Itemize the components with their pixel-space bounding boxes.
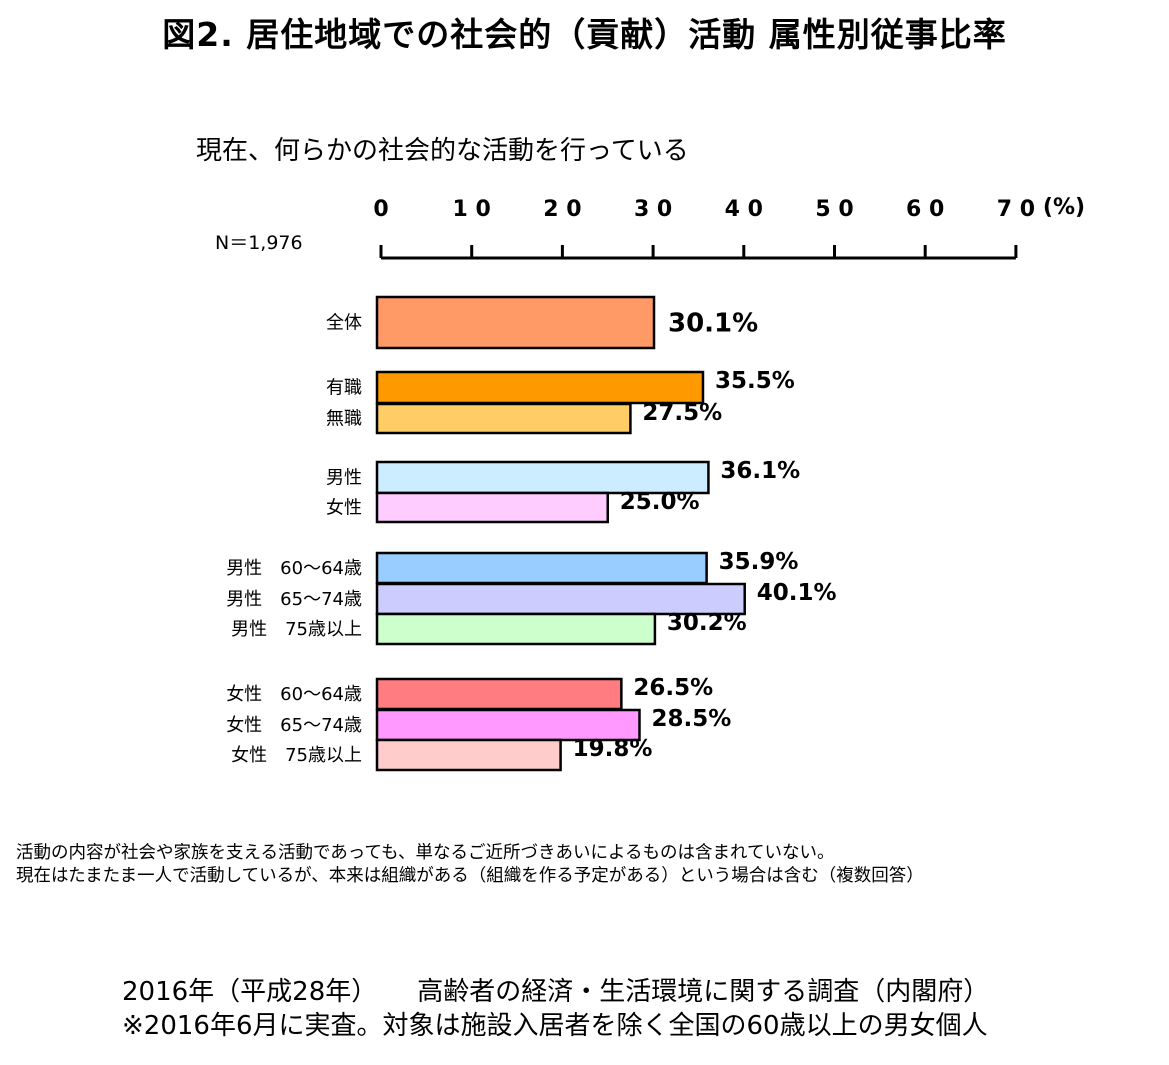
category-label: 全体 bbox=[326, 313, 362, 334]
chart-subtitle: 現在、何らかの社会的な活動を行っている bbox=[196, 136, 689, 166]
x-tick-label: 7 0 bbox=[997, 197, 1035, 222]
bar bbox=[375, 738, 562, 772]
x-tick-label: 4 0 bbox=[725, 197, 763, 222]
source-line-1: 2016年（平成28年） 高齢者の経済・生活環境に関する調査（内閣府） bbox=[122, 975, 989, 1009]
x-tick-label: 0 bbox=[373, 197, 388, 222]
category-label: 男性 60～64歳 bbox=[226, 558, 362, 579]
category-label: 男性 bbox=[326, 468, 362, 489]
value-label: 30.2% bbox=[667, 610, 747, 636]
bar bbox=[375, 551, 708, 585]
category-label: 女性 bbox=[326, 498, 362, 519]
value-label: 35.5% bbox=[715, 368, 795, 394]
bar bbox=[375, 582, 746, 616]
category-label: 女性 75歳以上 bbox=[231, 745, 362, 766]
bar bbox=[375, 460, 710, 495]
bar bbox=[375, 370, 705, 405]
value-label: 28.5% bbox=[651, 706, 731, 732]
bar bbox=[375, 677, 623, 711]
footnote-2: 現在はたまたま一人で活動しているが、本来は組織がある（組織を作る予定がある）とい… bbox=[16, 866, 924, 886]
chart-title: 図2. 居住地域での社会的（貢献）活動 属性別従事比率 bbox=[162, 15, 1007, 54]
category-label: 男性 75歳以上 bbox=[231, 619, 362, 640]
source-year: 2016年（平成28年） bbox=[122, 977, 378, 1007]
x-tick-label: 6 0 bbox=[906, 197, 944, 222]
source-block: 2016年（平成28年） 高齢者の経済・生活環境に関する調査（内閣府） ※2016… bbox=[122, 975, 989, 1043]
x-tick-label: 5 0 bbox=[815, 197, 853, 222]
value-label: 35.9% bbox=[719, 549, 799, 575]
category-label: 無職 bbox=[326, 409, 362, 430]
bar bbox=[375, 402, 632, 435]
value-label: 25.0% bbox=[620, 489, 700, 515]
category-label: 女性 65～74歳 bbox=[226, 715, 362, 736]
sample-size-label: N＝1,976 bbox=[215, 232, 303, 254]
bar-chart: 0 1 0 2 0 3 0 4 0 5 0 6 0 7 0 (%) 全体 30.1% 有職 35.5%… bbox=[226, 195, 1085, 772]
bar bbox=[375, 491, 609, 524]
value-label: 26.5% bbox=[633, 675, 713, 701]
axis-group: 0 1 0 2 0 3 0 4 0 5 0 6 0 7 0 (%) bbox=[373, 195, 1085, 260]
value-label: 36.1% bbox=[720, 458, 800, 484]
value-label: 40.1% bbox=[757, 580, 837, 606]
bar bbox=[375, 295, 656, 350]
x-tick-label: 1 0 bbox=[453, 197, 491, 222]
category-label: 有職 bbox=[326, 378, 362, 399]
bar bbox=[375, 708, 641, 742]
category-label: 男性 65～74歳 bbox=[226, 589, 362, 610]
category-label: 女性 60～64歳 bbox=[226, 684, 362, 705]
x-axis-unit-label: (%) bbox=[1043, 195, 1085, 220]
value-label: 30.1% bbox=[668, 309, 758, 339]
source-survey: 高齢者の経済・生活環境に関する調査（内閣府） bbox=[417, 977, 990, 1007]
source-line-2: ※2016年6月に実査。対象は施設入居者を除く全国の60歳以上の男女個人 bbox=[122, 1011, 988, 1041]
value-label: 19.8% bbox=[573, 736, 653, 762]
bars-group: 全体 30.1% 有職 35.5% 無職 27.5% 男性 36.1% 女性 25.0% 男性 60… bbox=[226, 295, 837, 772]
x-tick-label: 3 0 bbox=[634, 197, 672, 222]
footnotes: 活動の内容が社会や家族を支える活動であっても、単なるご近所づきあいによるものは含… bbox=[16, 842, 924, 888]
bar bbox=[375, 612, 657, 646]
x-tick-label: 2 0 bbox=[543, 197, 581, 222]
footnote-1: 活動の内容が社会や家族を支える活動であっても、単なるご近所づきあいによるものは含… bbox=[16, 843, 835, 863]
value-label: 27.5% bbox=[642, 400, 722, 426]
